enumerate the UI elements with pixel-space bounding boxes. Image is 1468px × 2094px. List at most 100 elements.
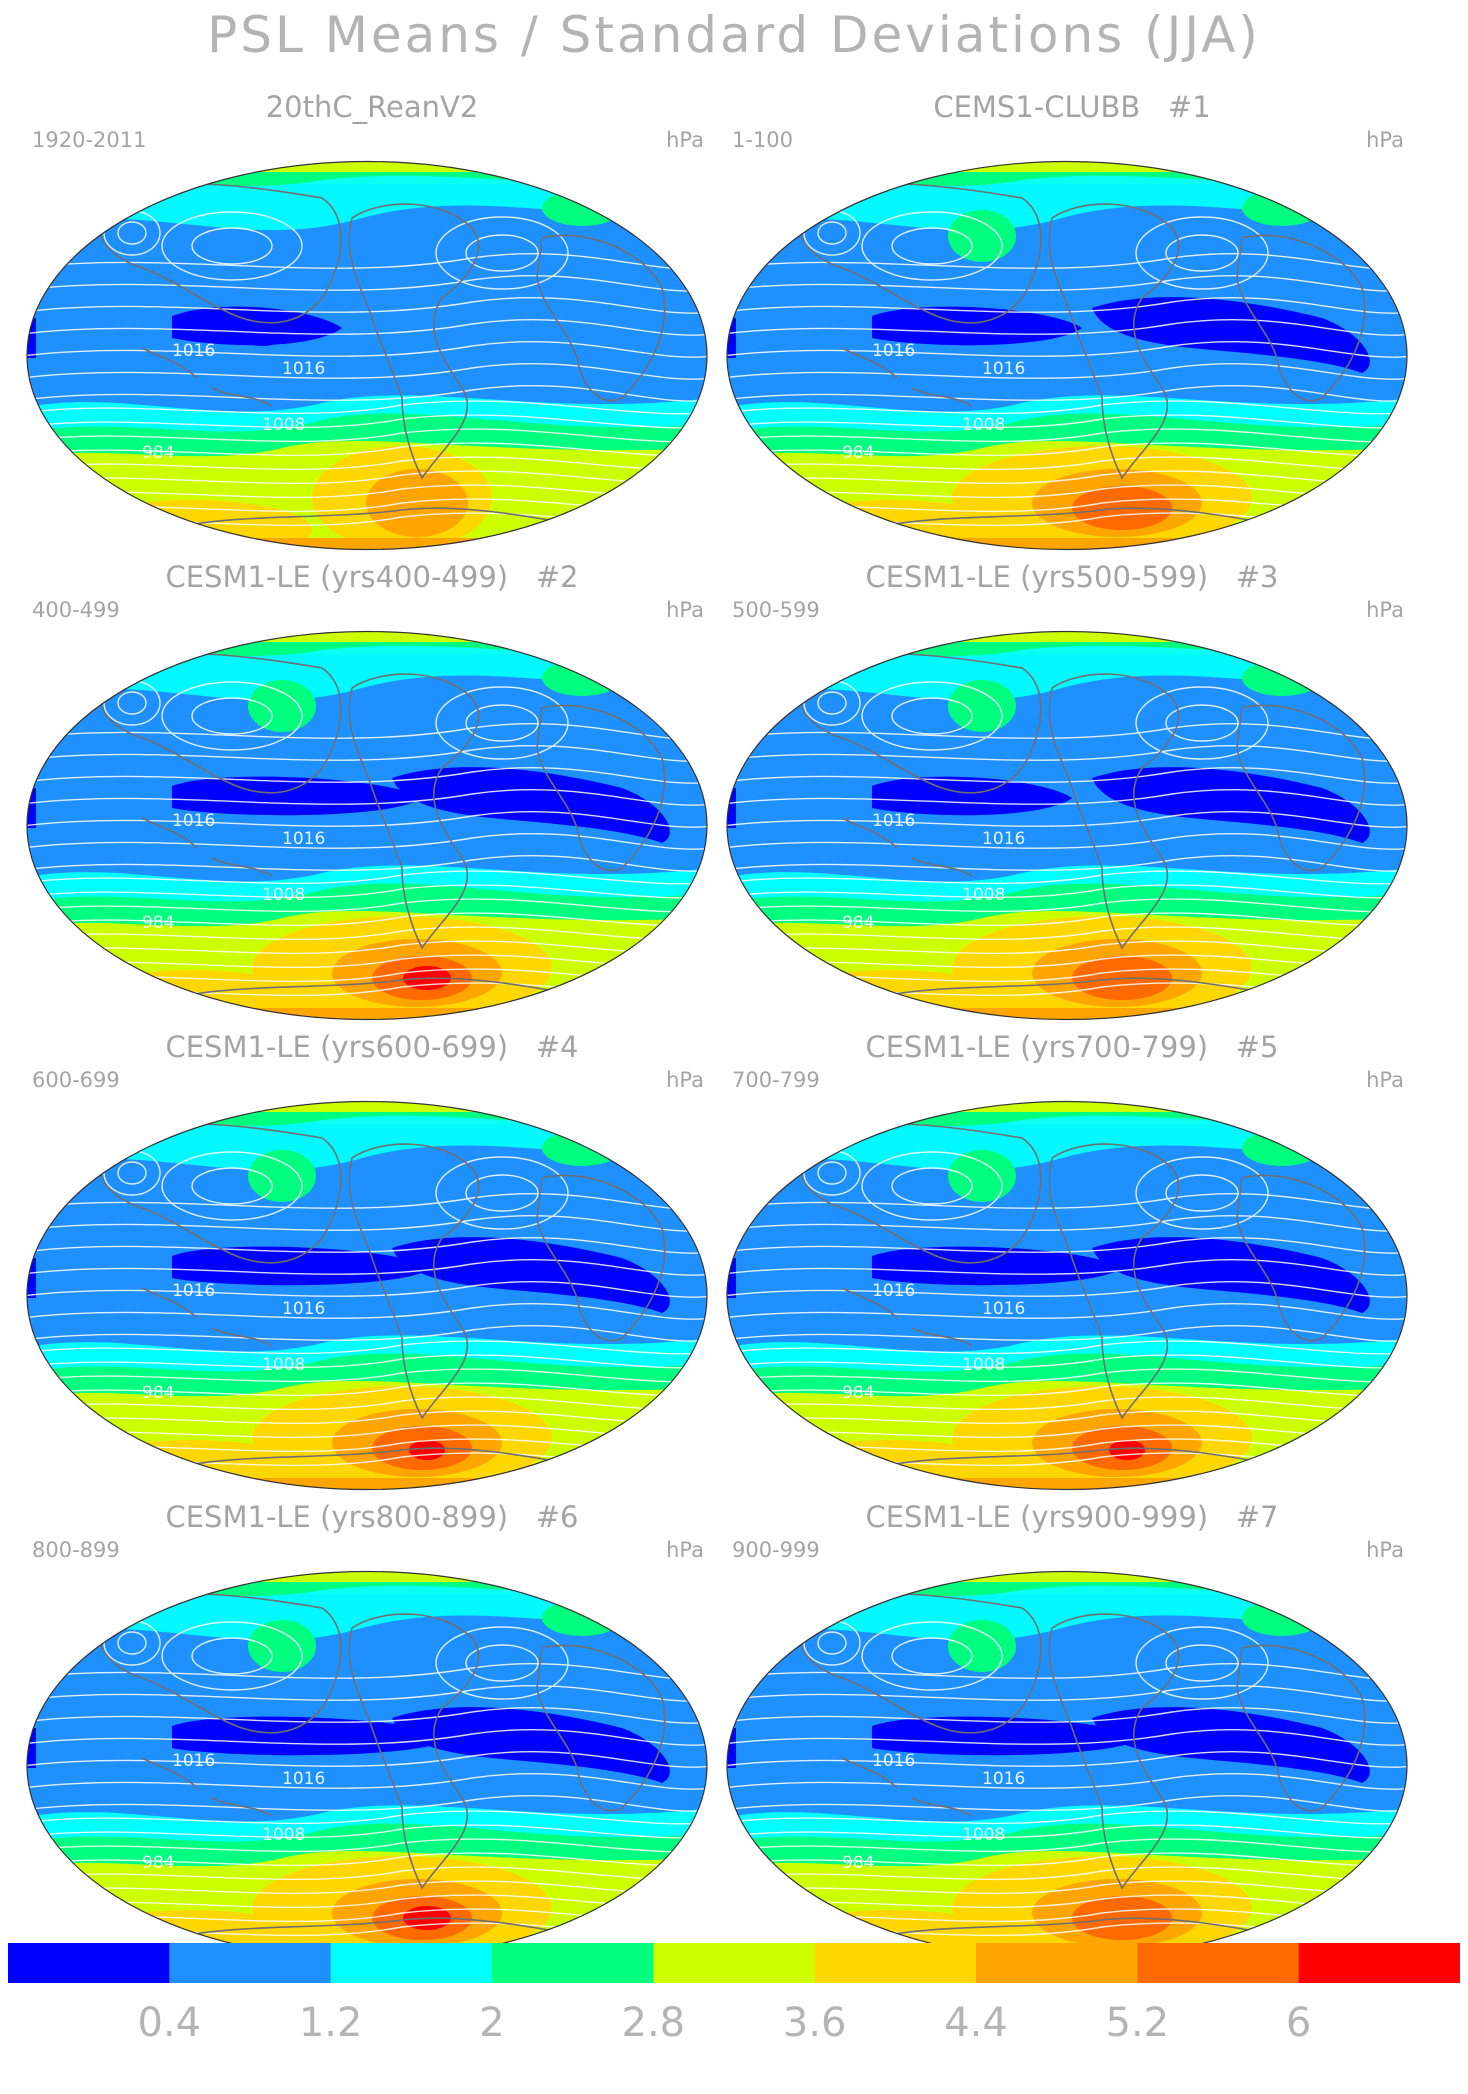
contour-label: 1016	[282, 1299, 325, 1319]
map-panel: CESM1-LE (yrs900-999) #7 900-999 hPa 1016 10…	[722, 1500, 1422, 1970]
coastlines	[98, 652, 666, 1001]
colorbar-label: 0.4	[137, 2000, 202, 2046]
colorbar-label: 4.4	[944, 2000, 1008, 2046]
panel-period: 500-599	[732, 598, 820, 622]
colorbar-label: 2.8	[621, 2000, 686, 2046]
map-panel: 20thC_ReanV2 1920-2011 hPa 1016 1016 1008 984	[22, 90, 722, 560]
contour-lines	[27, 680, 707, 997]
colorbar-label: 6	[1285, 2000, 1312, 2046]
map-fill: 1016 1016 1008 984	[727, 1571, 1407, 1960]
contour-label: 1016	[872, 341, 915, 361]
panel-period: 1920-2011	[32, 128, 147, 152]
panel-units: hPa	[1366, 1068, 1404, 1092]
panel-title: CEMS1-CLUBB #1	[933, 90, 1211, 124]
contour-label: 1016	[982, 1769, 1025, 1789]
map-plot: 1016 1016 1008 984	[726, 630, 1408, 1021]
map-panel: CESM1-LE (yrs400-499) #2 400-499 hPa 1016 10…	[22, 560, 722, 1030]
map-fill: 1016 1016 1008 984	[27, 161, 707, 550]
map-fill: 1016 1016 1008 984	[727, 1101, 1407, 1490]
coastlines	[798, 182, 1366, 531]
panel-title: CESM1-LE (yrs800-899) #6	[165, 1500, 579, 1534]
contour-label: 984	[142, 443, 174, 463]
panel-units: hPa	[1366, 598, 1404, 622]
coastlines	[798, 652, 1366, 1001]
contour-label: 1016	[982, 829, 1025, 849]
panel-units: hPa	[666, 1538, 704, 1562]
colorbar-label: 3.6	[782, 2000, 847, 2046]
map-panel: CESM1-LE (yrs600-699) #4 600-699 hPa 1016 10…	[22, 1030, 722, 1500]
map-panel: CESM1-LE (yrs500-599) #3 500-599 hPa 1016 10…	[722, 560, 1422, 1030]
map-plot: 1016 1016 1008 984	[26, 630, 708, 1021]
panel-units: hPa	[1366, 1538, 1404, 1562]
map-plot: 1016 1016 1008 984	[26, 160, 708, 551]
contour-label: 1016	[282, 359, 325, 379]
colorbar-swatch	[653, 1943, 816, 1983]
panel-title: CESM1-LE (yrs700-799) #5	[865, 1030, 1279, 1064]
contour-label: 984	[142, 1853, 174, 1873]
panel-title: CESM1-LE (yrs500-599) #3	[865, 560, 1279, 594]
contour-label: 984	[842, 1383, 874, 1403]
contour-label: 1008	[262, 885, 305, 905]
contour-label: 1016	[172, 1281, 215, 1301]
contour-label: 1016	[872, 1281, 915, 1301]
contour-label: 1008	[262, 1355, 305, 1375]
colorbar-swatch	[8, 1943, 170, 1983]
contour-label: 1016	[872, 811, 915, 831]
map-plot: 1016 1016 1008 984	[26, 1100, 708, 1491]
map-panel: CESM1-LE (yrs700-799) #5 700-799 hPa 1016 10…	[722, 1030, 1422, 1500]
contour-label: 1016	[282, 1769, 325, 1789]
contour-label: 1008	[962, 415, 1005, 435]
colorbar-swatch	[169, 1943, 332, 1983]
panel-period: 800-899	[32, 1538, 120, 1562]
contour-label: 1008	[262, 1825, 305, 1845]
colorbar-swatch	[492, 1943, 654, 1983]
panel-title: CESM1-LE (yrs400-499) #2	[165, 560, 579, 594]
map-plot: 1016 1016 1008 984	[726, 160, 1408, 551]
panel-period: 600-699	[32, 1068, 120, 1092]
map-panel: CESM1-LE (yrs800-899) #6 800-899 hPa 1016 10…	[22, 1500, 722, 1970]
contour-label: 984	[142, 1383, 174, 1403]
colorbar-label: 2	[479, 2000, 505, 2046]
map-plot: 1016 1016 1008 984	[726, 1100, 1408, 1491]
colorbar-swatch	[330, 1943, 493, 1983]
map-fill: 1016 1016 1008 984	[27, 1571, 707, 1960]
contour-label: 984	[142, 913, 174, 933]
panel-period: 700-799	[732, 1068, 820, 1092]
coastlines	[798, 1592, 1366, 1941]
coastlines	[98, 182, 666, 531]
map-panel: CEMS1-CLUBB #1 1-100 hPa 1016 1016 1008 984	[722, 90, 1422, 560]
contour-label: 1008	[962, 885, 1005, 905]
panel-title: CESM1-LE (yrs600-699) #4	[165, 1030, 579, 1064]
colorbar-labels: 0.4 1.2 2 2.8 3.6 4.4 5.2 6	[8, 2000, 1460, 2060]
panel-units: hPa	[666, 1068, 704, 1092]
contour-label: 984	[842, 1853, 874, 1873]
panel-period: 400-499	[32, 598, 120, 622]
contour-label: 1016	[172, 341, 215, 361]
colorbar-label: 1.2	[298, 2000, 363, 2046]
panel-units: hPa	[666, 128, 704, 152]
map-fill: 1016 1016 1008 984	[27, 631, 707, 1020]
contour-label: 984	[842, 913, 874, 933]
contour-label: 984	[842, 443, 874, 463]
panel-units: hPa	[1366, 128, 1404, 152]
map-plot: 1016 1016 1008 984	[26, 1570, 708, 1961]
contour-label: 1016	[172, 811, 215, 831]
contour-label: 1016	[282, 829, 325, 849]
colorbar	[8, 1943, 1460, 1983]
coastlines	[798, 1122, 1366, 1471]
map-fill: 1016 1016 1008 984	[727, 161, 1407, 550]
colorbar-swatch	[1137, 1943, 1300, 1983]
panel-title: CESM1-LE (yrs900-999) #7	[865, 1500, 1279, 1534]
contour-label: 1008	[962, 1825, 1005, 1845]
panel-period: 1-100	[732, 128, 794, 152]
panel-title: 20thC_ReanV2	[265, 90, 479, 124]
contour-lines	[27, 1620, 707, 1937]
colorbar-label: 5.2	[1105, 2000, 1170, 2046]
contour-label: 1008	[262, 415, 305, 435]
map-fill: 1016 1016 1008 984	[27, 1101, 707, 1490]
colorbar-swatch	[976, 1943, 1138, 1983]
colorbar-swatch	[814, 1943, 977, 1983]
coastlines	[98, 1122, 666, 1471]
panel-period: 900-999	[732, 1538, 820, 1562]
contour-label: 1016	[172, 1751, 215, 1771]
